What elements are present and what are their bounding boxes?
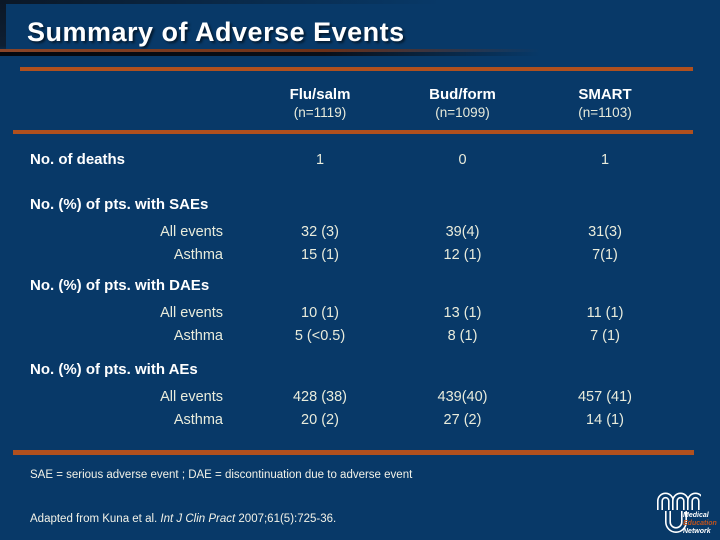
table-row: Asthma 5 (<0.5) 8 (1) 7 (1) [0, 328, 720, 345]
table-row: All events 32 (3) 39(4) 31(3) [0, 224, 720, 241]
value-cell: 439(40) [437, 389, 488, 405]
section-label: No. (%) of pts. with AEs [30, 361, 198, 378]
source-citation: Adapted from Kuna et al. Int J Clin Prac… [30, 513, 336, 525]
column-n: (n=1099) [435, 105, 490, 120]
value-cell: 14 (1) [586, 412, 624, 428]
logo-text: Medical Education Network [683, 512, 717, 536]
section-label: No. (%) of pts. with SAEs [30, 196, 209, 213]
value-cell: 7(1) [592, 247, 618, 263]
value-cell: 32 (3) [301, 224, 339, 240]
value-cell: 0 [458, 152, 467, 168]
accent-rule-bottom [13, 450, 694, 455]
column-name: SMART [578, 86, 632, 103]
table-row: Asthma 15 (1) 12 (1) 7(1) [0, 247, 720, 264]
table-row: All events 428 (38) 439(40) 457 (41) [0, 389, 720, 406]
title-underline-highlight [0, 49, 720, 52]
column-header-flusalm: Flu/salm (n=1119) [250, 86, 390, 121]
value-cell: 15 (1) [301, 247, 339, 263]
row-label: Asthma [173, 247, 223, 263]
title-band-left-bevel [0, 0, 6, 54]
value-cell: 10 (1) [301, 305, 339, 321]
value-cell: 12 (1) [443, 247, 482, 263]
row-label: All events [160, 224, 223, 240]
title-underline-shadow [0, 52, 720, 56]
abbreviations-footnote: SAE = serious adverse event ; DAE = disc… [30, 469, 413, 481]
page-title: Summary of Adverse Events [27, 17, 405, 47]
header-spacer [0, 86, 250, 121]
medical-education-network-logo: Medical Education Network [655, 489, 719, 538]
section-header-daes: No. (%) of pts. with DAEs [0, 277, 720, 297]
logo-line-medical: Medical [683, 512, 709, 519]
section-label: No. (%) of pts. with DAEs [30, 277, 210, 294]
value-cell: 7 (1) [590, 328, 620, 344]
column-n: (n=1119) [293, 105, 347, 120]
row-label: Asthma [173, 328, 223, 344]
table-row: Asthma 20 (2) 27 (2) 14 (1) [0, 412, 720, 429]
source-suffix: 2007;61(5):725-36. [235, 513, 337, 525]
section-header-saes: No. (%) of pts. with SAEs [0, 196, 720, 216]
value-cell: 20 (2) [301, 412, 339, 428]
value-cell: 457 (41) [577, 389, 632, 405]
logo-glyph-icon [657, 492, 701, 533]
value-cell: 39(4) [445, 224, 480, 240]
value-cell: 8 (1) [447, 328, 478, 344]
row-label: All events [160, 305, 223, 321]
value-cell: 1 [600, 152, 610, 168]
logo-line-network: Network [683, 528, 711, 535]
value-cell: 27 (2) [443, 412, 482, 428]
value-cell: 11 (1) [586, 305, 624, 321]
column-header-smart: SMART (n=1103) [535, 86, 675, 121]
row-label: No. of deaths [30, 151, 126, 168]
table-header-row: Flu/salm (n=1119) Bud/form (n=1099) SMAR… [0, 86, 720, 121]
source-journal: Int J Clin Pract [160, 513, 236, 525]
table-row-deaths: No. of deaths 1 0 1 [0, 151, 720, 171]
value-cell: 1 [315, 152, 325, 168]
source-prefix: Adapted from Kuna et al. [30, 513, 161, 525]
row-label: Asthma [173, 412, 223, 428]
table-row: All events 10 (1) 13 (1) 11 (1) [0, 305, 720, 322]
logo-line-education: Education [683, 520, 717, 527]
row-label: All events [160, 389, 223, 405]
value-cell: 31(3) [588, 224, 622, 240]
accent-rule-top [20, 67, 693, 71]
column-n: (n=1103) [578, 105, 632, 120]
section-header-aes: No. (%) of pts. with AEs [0, 361, 720, 381]
value-cell: 5 (<0.5) [294, 328, 346, 344]
column-name: Flu/salm [289, 86, 351, 103]
column-name: Bud/form [429, 86, 496, 103]
column-header-budform: Bud/form (n=1099) [390, 86, 535, 121]
title-band-top-bevel [0, 0, 440, 4]
value-cell: 13 (1) [443, 305, 482, 321]
table-body: No. of deaths 1 0 1 No. (%) of pts. with… [0, 140, 720, 429]
value-cell: 428 (38) [292, 389, 347, 405]
accent-rule-header [13, 130, 693, 134]
